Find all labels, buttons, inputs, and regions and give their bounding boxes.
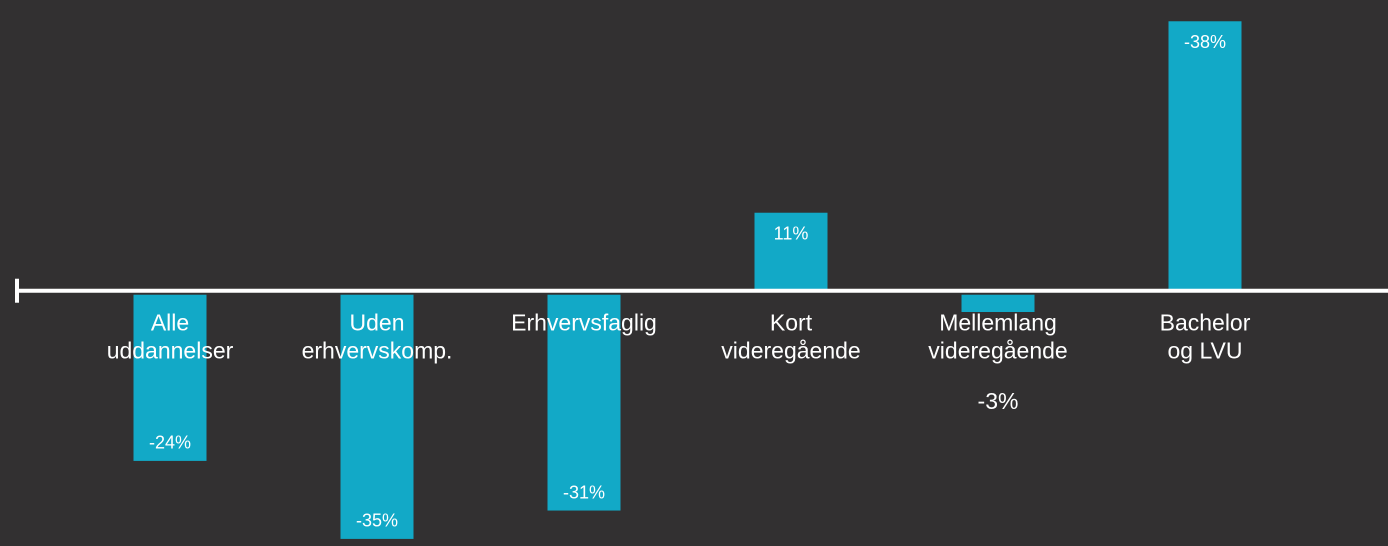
bar <box>754 212 828 290</box>
x-tick-label-line: erhvervskomp. <box>302 338 453 364</box>
data-label: -38% <box>1184 32 1226 52</box>
data-label: -31% <box>563 482 605 502</box>
x-tick-label: Uden erhvervskomp. <box>302 310 453 364</box>
x-tick-label: Kort videregående <box>721 310 860 364</box>
x-tick-label-line: Bachelor <box>1160 310 1251 336</box>
data-label: 11% <box>774 223 809 243</box>
bar <box>340 294 414 539</box>
data-label: -3% <box>978 388 1019 414</box>
x-tick-label-line: Uden <box>350 310 405 336</box>
x-tick-label-line: Kort <box>770 310 813 336</box>
bar <box>1168 21 1242 290</box>
x-tick-label-line: Erhvervsfaglig <box>511 310 657 336</box>
x-tick-label-line: Mellemlang <box>939 310 1057 336</box>
data-label: -24% <box>149 433 191 453</box>
x-tick-label-line: videregående <box>928 338 1067 364</box>
x-tick-label: Mellemlang videregående <box>928 310 1067 364</box>
x-tick-label-line: videregående <box>721 338 860 364</box>
x-tick-label: Erhvervsfaglig <box>511 310 657 336</box>
bar <box>133 294 207 461</box>
x-tick-label-line: uddannelser <box>107 338 234 364</box>
x-tick-label-line: Alle <box>151 310 189 336</box>
x-tick-label: Bachelor og LVU <box>1160 310 1251 364</box>
data-label: -35% <box>356 511 398 531</box>
bar <box>547 294 621 511</box>
bar <box>961 294 1035 312</box>
x-tick-label: Alle uddannelser <box>107 310 234 364</box>
x-tick-label-line: og LVU <box>1167 338 1242 364</box>
